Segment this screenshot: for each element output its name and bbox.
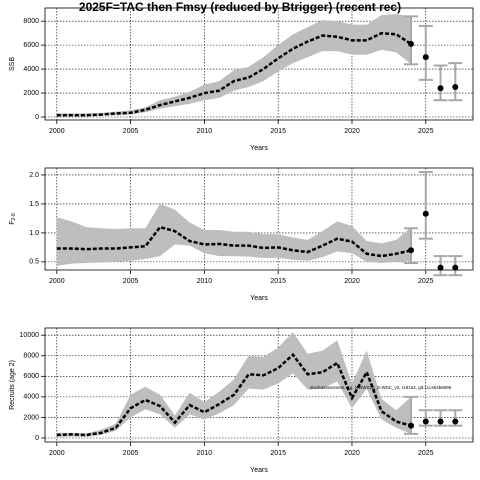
y-axis-label: SSB: [9, 57, 16, 71]
x-tick-label: 2010: [197, 278, 213, 285]
plot-frame: [44, 327, 474, 443]
x-tick-label: 2000: [49, 278, 65, 285]
x-axis-label: Years: [250, 145, 268, 152]
y-axis-label-sub: 2-8: [11, 213, 17, 220]
y-tick-label: 8000: [23, 18, 39, 25]
projection-point: [408, 422, 415, 429]
projection-point: [452, 418, 459, 425]
projection-point: [408, 247, 415, 254]
y-tick-label: 10000: [20, 332, 40, 339]
x-tick-label: 2000: [49, 450, 65, 457]
x-tick-label: 2010: [197, 128, 213, 135]
plot-frame: [44, 167, 474, 271]
x-tick-label: 2015: [270, 128, 286, 135]
estimate-line: [56, 225, 412, 258]
y-tick-label: 0: [35, 114, 39, 121]
y-axis-label-main: Recruits (age 2): [9, 360, 16, 410]
chart-title: 2025F=TAC then Fmsy (reduced by Btrigger…: [79, 0, 401, 14]
x-tick-label: 2005: [123, 450, 139, 457]
projection-point: [422, 418, 429, 425]
x-tick-label: 2000: [49, 128, 65, 135]
x-tick-label: 2020: [344, 128, 360, 135]
y-tick-label: 1.0: [29, 230, 39, 237]
y-tick-label: 0: [35, 435, 39, 442]
y-tick-label: 1.5: [29, 201, 39, 208]
y-tick-label: 0.5: [29, 259, 39, 266]
projection-point: [437, 418, 444, 425]
y-axis-label-main: SSB: [9, 57, 16, 71]
y-axis-label: Recruits (age 2): [9, 360, 16, 410]
confidence-band: [56, 203, 412, 266]
x-tick-label: 2025: [418, 278, 434, 285]
projection-point: [437, 264, 444, 271]
x-tick-label: 2005: [123, 128, 139, 135]
x-tick-label: 2025: [418, 128, 434, 135]
x-tick-label: 2015: [270, 450, 286, 457]
confidence-band: [56, 13, 412, 117]
y-axis-label-main: F: [9, 220, 16, 224]
plot-frame: [44, 7, 474, 121]
x-tick-label: 2020: [344, 278, 360, 285]
projection-point: [452, 84, 459, 91]
y-tick-label: 2.0: [29, 172, 39, 179]
y-tick-label: 2000: [23, 414, 39, 421]
x-tick-label: 2025: [418, 450, 434, 457]
confidence-band: [56, 332, 412, 437]
x-tick-label: 2010: [197, 450, 213, 457]
annotation: stockassessment.org, NWWS25_S-WSC_v2, r1…: [310, 385, 452, 390]
projection-point: [422, 210, 429, 217]
estimate-line: [56, 31, 412, 117]
projection-point: [408, 40, 415, 47]
x-tick-label: 2005: [123, 278, 139, 285]
estimate-line: [56, 352, 412, 437]
x-tick-label: 2015: [270, 278, 286, 285]
y-tick-label: 6000: [23, 373, 39, 380]
y-tick-label: 6000: [23, 42, 39, 49]
y-tick-label: 4000: [23, 66, 39, 73]
y-tick-label: 8000: [23, 353, 39, 360]
x-axis-label: Years: [250, 467, 268, 474]
y-tick-label: 2000: [23, 90, 39, 97]
projection-point: [452, 264, 459, 271]
x-axis-label: Years: [250, 295, 268, 302]
y-axis-label: F2-8: [9, 213, 17, 225]
x-tick-label: 2020: [344, 450, 360, 457]
projection-point: [422, 54, 429, 61]
projection-point: [437, 85, 444, 92]
y-tick-label: 4000: [23, 394, 39, 401]
